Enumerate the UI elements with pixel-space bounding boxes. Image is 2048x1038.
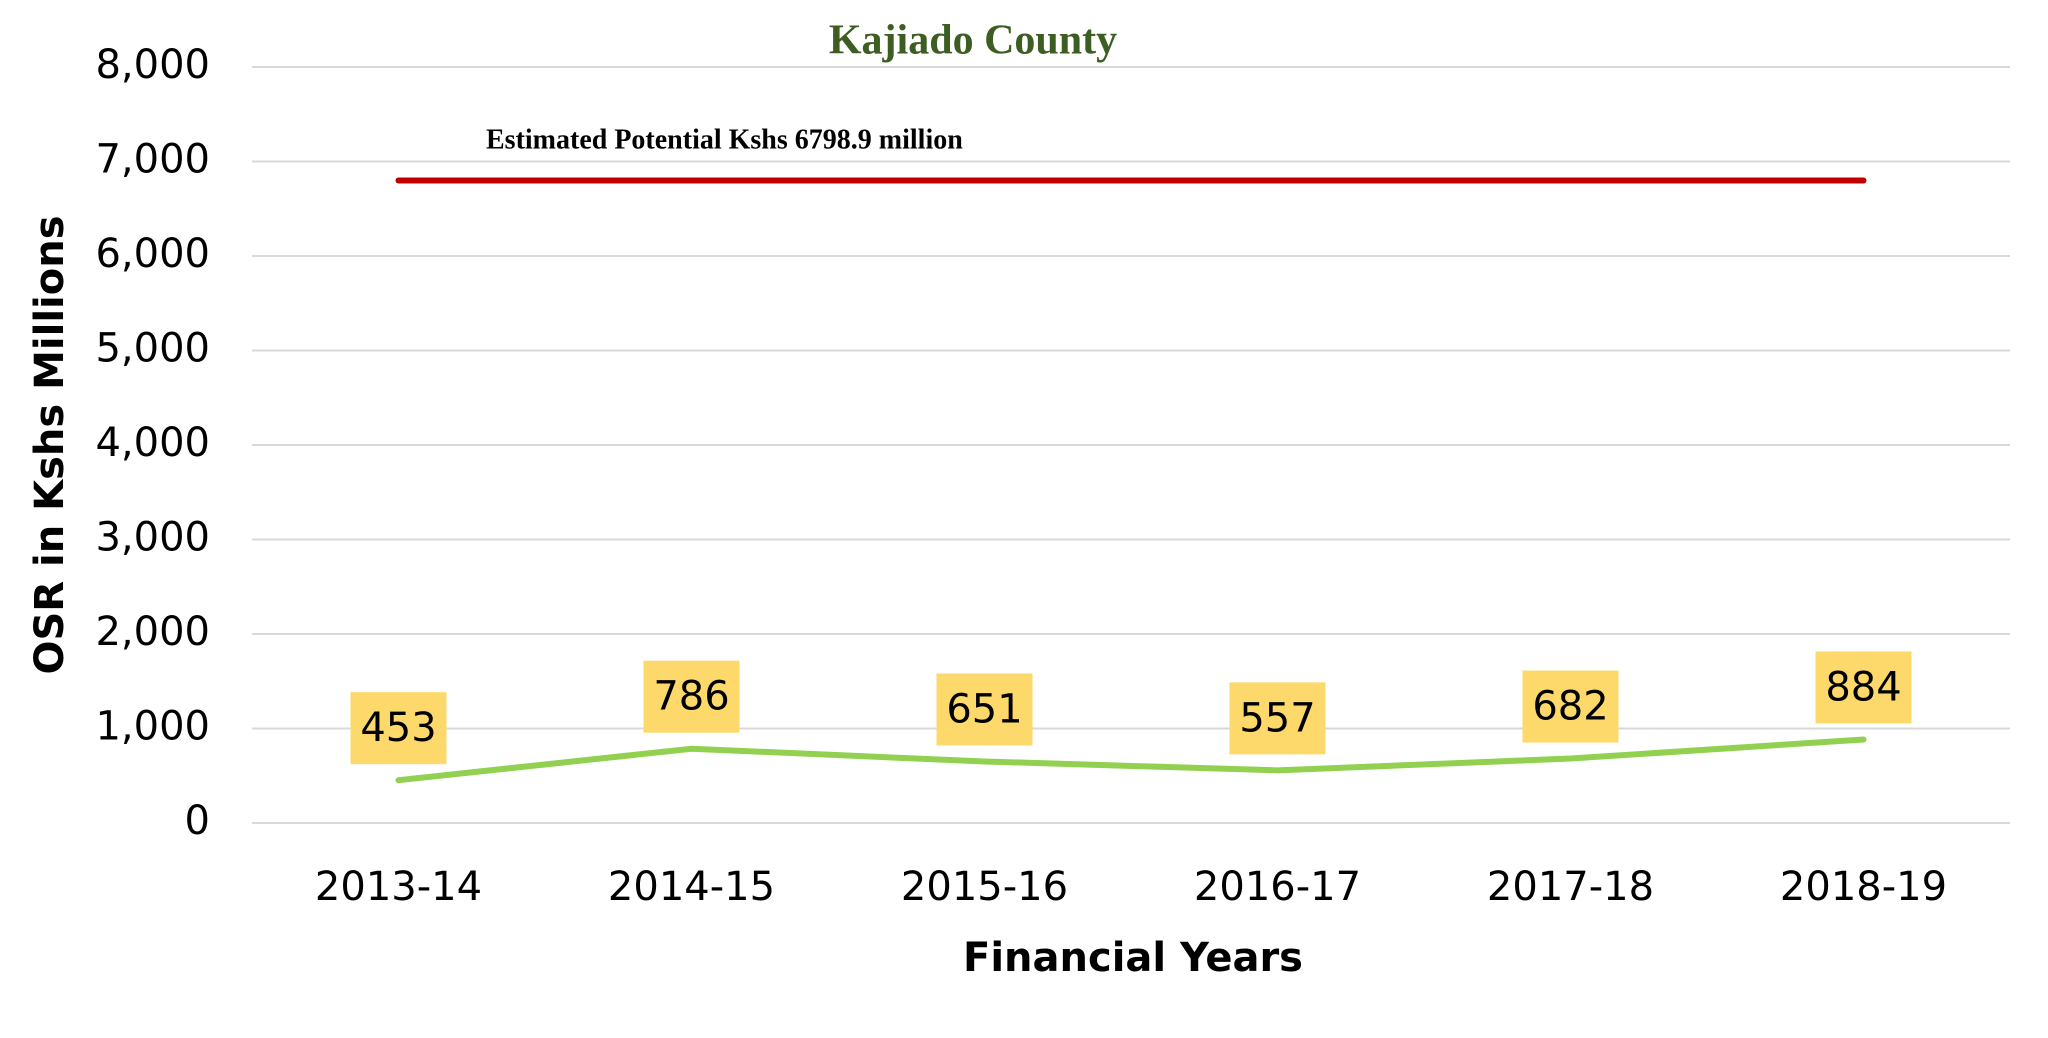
x-tick-label: 2014-15 [608, 864, 775, 910]
y-tick-label: 2,000 [95, 609, 210, 655]
x-axis-title: Financial Years [963, 935, 1303, 981]
y-tick-label: 1,000 [95, 704, 210, 750]
x-tick-label: 2018-19 [1780, 864, 1947, 910]
data-label-box [1229, 682, 1326, 755]
data-label-box [350, 692, 447, 765]
data-label-box [643, 660, 740, 733]
annotation: Estimated Potential Kshs 6798.9 million [486, 124, 963, 155]
data-label: 453 [360, 705, 436, 751]
data-label: 651 [946, 686, 1022, 732]
y-tick-label: 7,000 [95, 137, 210, 183]
data-label-box [936, 673, 1033, 746]
y-tick-label: 5,000 [95, 326, 210, 372]
data-label-box [1815, 651, 1912, 724]
x-tick-label: 2015-16 [901, 864, 1068, 910]
x-tick-label: 2016-17 [1194, 864, 1361, 910]
series-line [395, 736, 1867, 784]
y-axis-title: OSR in Kshs Millions [27, 215, 73, 674]
data-label: 884 [1825, 664, 1901, 710]
y-tick-label: 4,000 [95, 420, 210, 466]
x-tick-label: 2017-18 [1487, 864, 1654, 910]
y-tick-label: 8,000 [95, 42, 210, 88]
chart-title: Kajiado County [829, 18, 1117, 64]
y-tick-label: 3,000 [95, 515, 210, 561]
data-label: 786 [653, 674, 729, 720]
x-tick-label: 2013-14 [315, 864, 482, 910]
data-label-box [1522, 670, 1619, 743]
y-tick-label: 0 [185, 798, 210, 844]
data-label: 557 [1239, 695, 1315, 741]
y-tick-label: 6,000 [95, 231, 210, 277]
data-label: 682 [1532, 684, 1608, 730]
